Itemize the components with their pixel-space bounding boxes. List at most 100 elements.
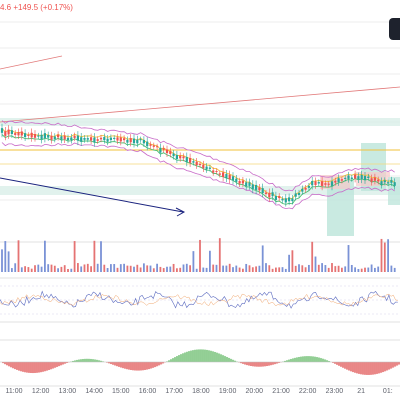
oscillator-bar: [192, 350, 195, 362]
rsi-signal-line: [0, 293, 398, 307]
oscillator-bar: [232, 359, 235, 362]
candle: [383, 180, 386, 183]
oscillator-bar: [84, 358, 87, 362]
oscillator-panel[interactable]: [0, 349, 400, 375]
oscillator-bar: [212, 351, 215, 362]
oscillator-bar: [382, 362, 385, 373]
candle: [304, 187, 307, 190]
oscillator-bar: [134, 362, 137, 371]
candle: [264, 192, 268, 194]
oscillator-bar: [40, 362, 43, 373]
volume-bar: [17, 240, 20, 272]
oscillator-bar: [194, 349, 197, 362]
volume-panel[interactable]: [1, 238, 396, 272]
oscillator-bar: [16, 362, 19, 370]
candle: [63, 135, 66, 140]
oscillator-bar: [396, 362, 399, 366]
oscillator-bar: [328, 361, 331, 362]
forecast-arrow-head: [175, 207, 186, 217]
candle: [4, 131, 7, 136]
candle: [327, 183, 330, 185]
candle: [370, 178, 373, 182]
candle: [86, 138, 89, 140]
oscillator-bar: [284, 360, 287, 362]
candle: [373, 177, 376, 181]
oscillator-bar: [36, 362, 39, 373]
candle: [132, 138, 136, 144]
rsi-panel[interactable]: [0, 285, 400, 315]
oscillator-bar: [386, 362, 389, 371]
chart-options-icon[interactable]: [389, 18, 400, 40]
volume-bar: [143, 263, 145, 272]
candle: [76, 135, 79, 141]
oscillator-bar: [22, 362, 25, 372]
candle: [60, 136, 63, 140]
volume-bar: [40, 266, 43, 272]
volume-bar: [126, 265, 129, 272]
oscillator-bar: [12, 362, 15, 369]
oscillator-bar: [234, 360, 237, 362]
oscillator-bar: [242, 362, 245, 364]
candle: [330, 181, 334, 186]
volume-bar: [232, 267, 234, 272]
volume-bar: [380, 238, 383, 272]
oscillator-bar: [110, 362, 113, 365]
volume-bar: [209, 250, 211, 272]
candle: [218, 173, 221, 175]
time-axis-label: 21: [357, 388, 365, 395]
candle: [215, 171, 218, 173]
oscillator-bar: [116, 362, 119, 367]
volume-bar: [179, 267, 182, 272]
oscillator-bar: [358, 362, 361, 374]
oscillator-bar: [370, 362, 373, 375]
candle: [363, 176, 367, 180]
candle: [347, 175, 350, 179]
oscillator-bar: [174, 357, 177, 362]
oscillator-bar: [108, 362, 111, 364]
candle: [10, 130, 13, 134]
candle: [70, 137, 73, 141]
candle: [37, 135, 40, 137]
oscillator-bar: [138, 362, 141, 371]
volume-bar: [4, 241, 7, 272]
volume-bar: [60, 266, 63, 272]
oscillator-bar: [146, 362, 149, 370]
oscillator-bar: [2, 362, 5, 364]
oscillator-bar: [338, 362, 341, 366]
time-axis[interactable]: 11:00 12:00 13:00 14:00 15:00 16:00 17:00 18:00…: [0, 388, 400, 400]
candle: [152, 145, 155, 147]
volume-bar: [393, 267, 396, 272]
volume-bar: [311, 241, 314, 272]
candle: [350, 177, 353, 180]
candle: [340, 179, 343, 181]
candle: [337, 178, 340, 183]
candle: [297, 192, 301, 196]
volume-bar: [271, 268, 274, 272]
candle: [27, 134, 30, 136]
price-panel[interactable]: [0, 55, 400, 217]
volume-bar: [354, 267, 356, 272]
volume-bar: [53, 265, 56, 272]
candle: [182, 156, 185, 159]
oscillator-bar: [372, 362, 375, 375]
volume-bar: [341, 267, 343, 272]
oscillator-bar: [246, 362, 249, 366]
candle: [43, 133, 46, 138]
candle: [208, 167, 211, 169]
oscillator-bar: [374, 362, 377, 375]
oscillator-bar: [62, 362, 65, 365]
volume-bar: [57, 268, 59, 272]
oscillator-bar: [226, 357, 229, 362]
oscillator-bar: [266, 362, 269, 367]
candle: [103, 137, 106, 141]
volume-bar: [377, 266, 380, 272]
volume-bar: [350, 264, 353, 272]
oscillator-bar: [114, 362, 117, 366]
oscillator-bar: [120, 362, 123, 368]
oscillator-bar: [254, 362, 257, 367]
volume-bar: [202, 267, 205, 272]
oscillator-bar: [208, 350, 211, 362]
oscillator-bar: [258, 362, 261, 367]
candle: [231, 176, 235, 181]
